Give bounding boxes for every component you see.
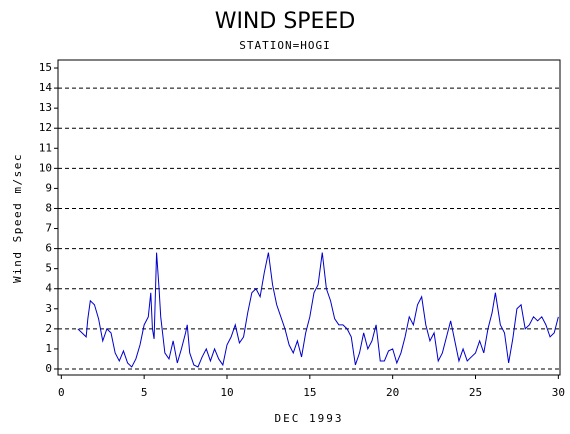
y-tick-label: 7	[45, 222, 52, 235]
y-tick-label: 12	[39, 121, 52, 134]
y-tick-label: 14	[39, 81, 53, 94]
x-tick-label: 10	[220, 386, 233, 399]
chart-subtitle: STATION=HOGI	[239, 39, 330, 52]
y-tick-label: 6	[45, 242, 52, 255]
y-tick-label: 10	[39, 161, 52, 174]
x-axis-label: DEC 1993	[275, 412, 344, 425]
x-tick-label: 25	[469, 386, 482, 399]
y-tick-label: 8	[45, 201, 52, 214]
data-line	[77, 252, 559, 368]
y-tick-label: 5	[45, 262, 52, 275]
y-tick-label: 1	[45, 342, 52, 355]
x-tick-label: 30	[552, 386, 565, 399]
y-tick-label: 15	[39, 61, 52, 74]
x-tick-label: 20	[386, 386, 399, 399]
y-tick-label: 2	[45, 322, 52, 335]
y-tick-label: 0	[45, 362, 52, 375]
y-axis-label: Wind Speed m/sec	[11, 153, 24, 283]
y-tick-label: 13	[39, 101, 52, 114]
y-tick-label: 3	[45, 302, 52, 315]
plot-frame	[57, 59, 561, 376]
x-tick-label: 15	[303, 386, 316, 399]
y-tick-label: 11	[39, 141, 52, 154]
x-tick-label: 5	[141, 386, 148, 399]
y-tick-label: 4	[45, 282, 52, 295]
x-tick-label: 0	[58, 386, 65, 399]
chart-title: WIND SPEED	[215, 9, 356, 34]
y-tick-label: 9	[45, 181, 52, 194]
